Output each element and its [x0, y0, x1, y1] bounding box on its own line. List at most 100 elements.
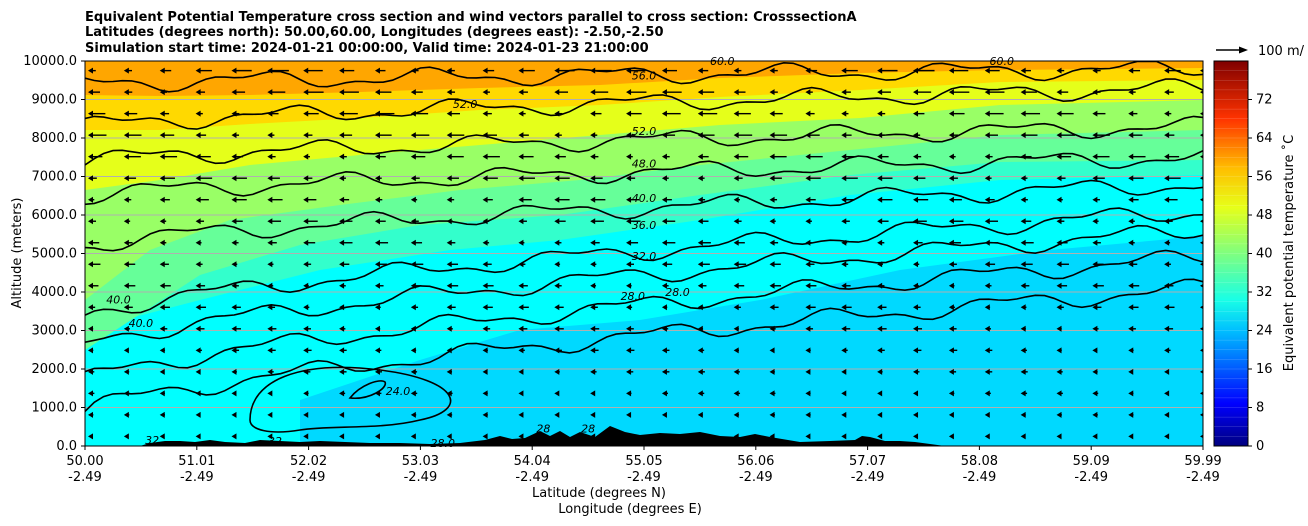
wind-arrow: [1092, 325, 1099, 332]
wind-arrow: [697, 282, 707, 289]
wind-arrow: [626, 282, 632, 289]
wind-arrow: [697, 89, 715, 96]
wind-arrow: [303, 196, 317, 203]
x-tick-label-lon-2: -2.49: [292, 470, 326, 485]
wind-arrow: [231, 89, 246, 96]
wind-arrow: [374, 132, 392, 139]
wind-arrow: [769, 132, 788, 139]
wind-arrow: [1092, 153, 1110, 160]
wind-arrow: [267, 239, 277, 246]
wind-arrow: [948, 218, 964, 225]
colorbar-label: Equivalent potential temperature ˚C: [1281, 135, 1297, 371]
x-tick-label-lat-0: 50.00: [66, 454, 103, 469]
wind-arrow: [805, 304, 816, 311]
wind-arrow: [374, 411, 381, 418]
wind-arrow: [159, 175, 175, 182]
wind-arrow: [123, 196, 132, 203]
wind-arrow: [374, 175, 382, 182]
wind-arrow: [948, 390, 955, 397]
wind-arrow: [913, 67, 935, 74]
wind-arrow: [303, 347, 312, 354]
wind-arrow: [733, 175, 743, 182]
wind-arrow: [303, 325, 312, 332]
wind-arrow: [1128, 433, 1134, 440]
wind-arrow: [123, 304, 133, 311]
wind-arrow: [948, 239, 961, 246]
wind-arrow: [1128, 304, 1139, 311]
wind-arrow: [697, 218, 709, 225]
wind-arrow: [482, 218, 490, 225]
wind-arrow: [626, 304, 633, 311]
wind-arrow: [1200, 370, 1203, 374]
wind-arrow: [303, 89, 324, 96]
wind-arrow: [841, 261, 849, 268]
wind-arrow: [195, 175, 213, 182]
wind-arrow: [446, 153, 464, 160]
wind-arrow: [267, 89, 286, 96]
x-tick-label-lon-0: -2.49: [68, 470, 102, 485]
wind-arrow: [231, 218, 243, 225]
wind-arrow: [231, 196, 247, 203]
contour-label-15: 28: [536, 423, 550, 436]
wind-arrow: [590, 390, 596, 397]
wind-arrow: [1164, 368, 1170, 375]
wind-arrow: [1020, 347, 1027, 354]
wind-arrow: [123, 261, 136, 268]
wind-arrow: [697, 325, 704, 332]
wind-arrow: [339, 89, 359, 96]
wind-arrow: [410, 132, 430, 139]
wind-arrow: [841, 132, 852, 139]
wind-arrow: [1164, 347, 1171, 354]
wind-arrow: [841, 67, 858, 74]
wind-arrow: [626, 261, 634, 268]
wind-arrow: [697, 132, 715, 139]
x-tick-label-lon-8: -2.49: [963, 470, 997, 485]
wind-arrow: [733, 411, 740, 418]
wind-arrow: [518, 261, 526, 268]
wind-arrow: [446, 196, 455, 203]
wind-arrow: [1200, 413, 1203, 417]
wind-arrow: [626, 347, 635, 354]
wind-arrow: [1128, 282, 1140, 289]
wind-arrow: [482, 261, 492, 268]
wind-arrow: [1164, 261, 1171, 268]
x-tick-label-lat-3: 53.03: [402, 454, 439, 469]
wind-arrow: [88, 411, 94, 418]
wind-arrow: [805, 67, 818, 74]
wind-arrow: [195, 239, 202, 246]
wind-arrow: [733, 239, 745, 246]
wind-arrow: [913, 132, 921, 139]
wind-arrow: [1128, 89, 1136, 96]
wind-arrow: [984, 175, 992, 182]
x-tick-label-lat-10: 59.99: [1184, 454, 1221, 469]
wind-arrow: [339, 411, 345, 418]
wind-arrow: [374, 325, 381, 332]
wind-arrow: [446, 175, 459, 182]
wind-arrow: [1056, 239, 1068, 246]
wind-arrow: [374, 153, 386, 160]
x-tick-label-lon-7: -2.49: [851, 470, 885, 485]
wind-arrow: [984, 239, 999, 246]
wind-arrow: [805, 433, 811, 440]
wind-arrow: [159, 110, 170, 117]
wind-arrow: [123, 110, 138, 117]
wind-arrow: [410, 411, 417, 418]
wind-arrow: [1164, 433, 1170, 440]
wind-arrow: [123, 282, 136, 289]
wind-arrow: [733, 325, 739, 332]
x-axis-ticks: 50.00-2.4951.01-2.4952.02-2.4953.03-2.49…: [66, 446, 1222, 485]
wind-arrow: [518, 411, 524, 418]
wind-arrow: [1056, 218, 1065, 225]
wind-arrow: [410, 433, 416, 440]
wind-arrow: [913, 196, 929, 203]
wind-arrow: [195, 110, 203, 117]
wind-arrow: [661, 368, 670, 375]
contour-44: [85, 179, 1203, 252]
wind-arrow: [590, 67, 612, 74]
wind-arrow: [1164, 218, 1173, 225]
wind-arrow: [267, 261, 274, 268]
wind-arrow: [518, 132, 529, 139]
wind-arrow: [948, 433, 954, 440]
wind-arrow: [1200, 111, 1203, 116]
y-tick-label-2: 2000.0: [32, 362, 78, 377]
